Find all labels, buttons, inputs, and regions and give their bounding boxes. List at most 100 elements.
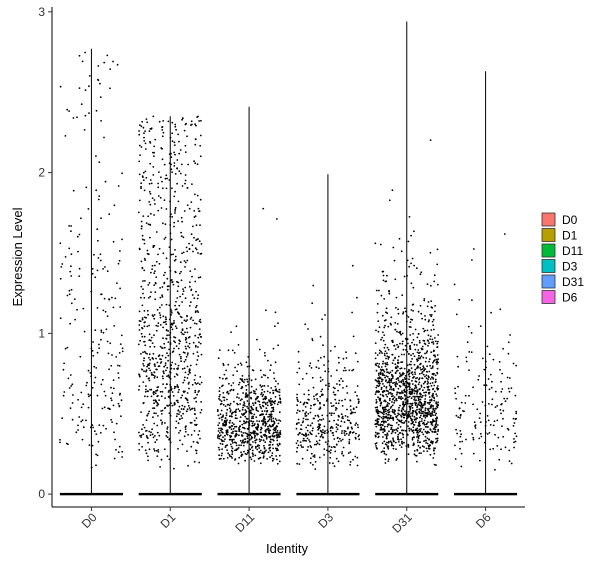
data-point [174,363,177,365]
data-point [264,354,266,357]
data-point [261,395,264,397]
data-point [259,428,262,431]
data-point [358,400,360,403]
data-point [508,377,511,379]
data-point [142,288,144,290]
data-point [385,363,387,366]
data-point [395,421,398,424]
data-point [393,344,395,347]
data-point [163,163,166,166]
data-point [412,431,415,434]
data-point [195,417,198,419]
data-point [401,294,404,297]
data-point [256,396,259,398]
data-point [376,384,378,387]
data-point [496,445,499,447]
data-point [468,369,470,371]
data-point [171,279,173,281]
data-point [161,147,164,150]
data-point [424,381,426,384]
data-point [254,432,256,434]
data-point [381,270,384,273]
data-point [411,373,414,376]
data-point [307,446,309,448]
data-point [156,431,159,434]
data-point [159,196,162,199]
data-point [416,351,419,354]
data-point [381,378,384,381]
data-point [402,380,405,382]
data-point [68,225,70,227]
data-point [408,427,411,430]
data-point [147,313,150,316]
data-point [265,396,267,398]
data-point [63,391,66,393]
data-point [244,415,247,418]
data-point [275,388,277,391]
data-point [422,389,424,392]
data-point [252,402,254,405]
data-point [253,413,256,416]
data-point [296,446,299,449]
data-point [398,381,401,383]
data-point [138,442,141,445]
data-point [174,190,177,193]
data-point [435,426,438,428]
data-point [254,392,257,395]
data-point [305,372,308,375]
data-point [356,394,358,397]
data-point [379,402,382,405]
data-point [421,418,423,420]
data-point [173,165,176,167]
data-point [150,431,152,434]
data-point [296,404,298,407]
data-point [386,375,389,378]
data-point [435,419,438,421]
data-point [429,335,432,338]
data-point [235,408,238,411]
data-point [436,433,439,436]
data-point [256,420,258,422]
data-point [155,438,158,441]
data-point [377,414,380,417]
data-point [309,432,312,435]
data-point [341,405,344,407]
data-point [83,330,86,333]
data-point [389,391,392,394]
data-point [420,271,423,274]
data-point [167,120,170,123]
data-point [64,135,67,137]
data-point [72,117,75,119]
data-point [460,401,463,404]
data-point [261,385,264,387]
data-point [69,374,72,376]
data-point [144,390,147,393]
data-point [414,368,417,371]
data-point [380,427,382,429]
data-point [221,443,224,446]
data-point [357,398,360,401]
data-point [425,374,428,377]
data-point [155,324,158,327]
data-point [146,325,149,328]
data-point [151,373,154,376]
data-point [385,421,387,423]
data-point [337,440,340,443]
data-point [424,430,427,433]
data-point [162,321,165,324]
data-point [69,322,71,325]
data-point [157,325,159,327]
data-point [345,432,348,435]
data-point [235,435,238,437]
data-point [198,240,201,243]
data-point [392,439,395,441]
data-point [77,424,79,427]
data-point [219,399,222,401]
data-point [401,390,403,392]
data-point [509,334,511,336]
data-point [149,345,152,348]
data-point [164,362,167,364]
data-point [344,415,347,417]
data-point [390,405,393,408]
data-point [152,392,155,394]
